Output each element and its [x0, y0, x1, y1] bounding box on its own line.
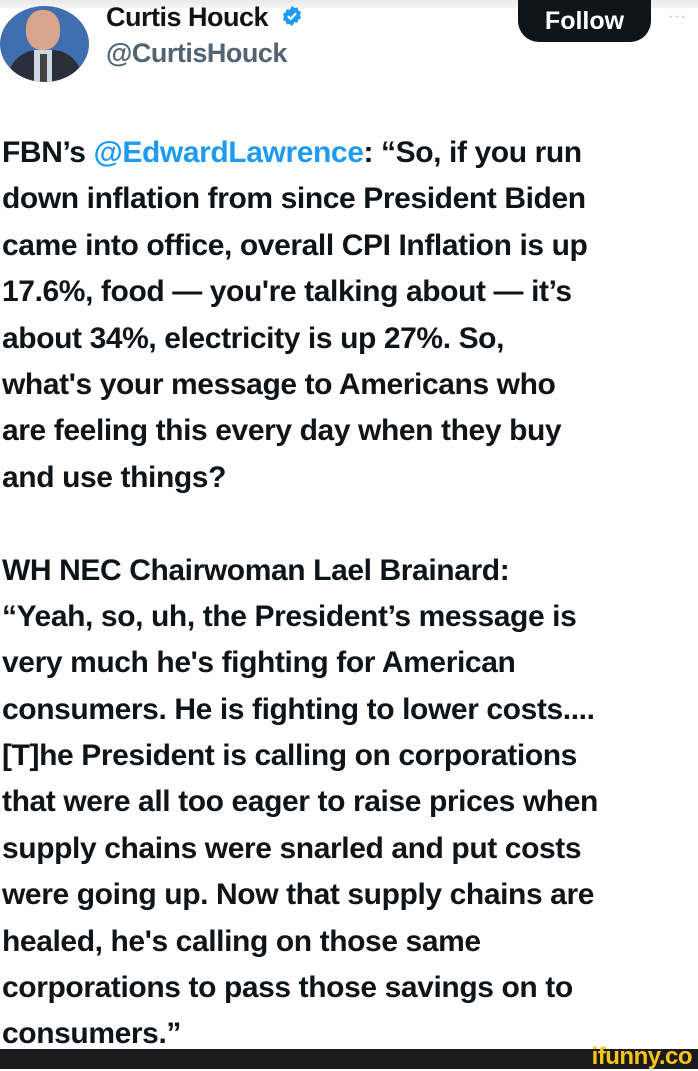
more-options-icon[interactable]: ···: [668, 8, 687, 25]
tweet-line: FBN’s @EdwardLawrence: “So, if you run: [2, 130, 698, 176]
tweet-line: about 34%, electricity is up 27%. So,: [2, 321, 505, 355]
author-name[interactable]: Curtis Houck: [106, 2, 269, 32]
avatar-tie: [40, 54, 47, 82]
tweet-line: came into office, overall CPI Inflation …: [2, 228, 588, 262]
tweet-line: [2, 501, 698, 547]
watermark-bar: ifunny.co: [0, 1043, 698, 1070]
tweet-line: that were all too eager to raise prices …: [2, 785, 598, 819]
tweet-line: “Yeah, so, uh, the President’s message i…: [2, 599, 577, 633]
tweet-line: and use things?: [2, 460, 227, 494]
mention-link[interactable]: @EdwardLawrence: [93, 136, 364, 169]
tweet-line: very much he's fighting for American: [2, 646, 516, 680]
verified-badge-icon: [282, 5, 302, 26]
tweet-line: consumers. He is fighting to lower costs…: [2, 692, 595, 726]
ifunny-logo: ifunny.co: [591, 1043, 693, 1070]
tweet-line: consumers.”: [2, 1017, 181, 1051]
tweet-text: FBN’s @EdwardLawrence: “So, if you run d…: [2, 130, 698, 1058]
tweet-line: supply chains were snarled and put costs: [2, 831, 582, 865]
avatar[interactable]: [0, 6, 89, 82]
tweet-line: [T]he President is calling on corporatio…: [2, 739, 577, 773]
tweet-line: 17.6%, food — you're talking about — it’…: [2, 275, 572, 309]
follow-button[interactable]: Follow: [518, 0, 651, 42]
tweet-line: what's your message to Americans who: [2, 367, 556, 401]
tweet-line: healed, he's calling on those same: [2, 924, 481, 958]
tweet-line: corporations to pass those savings on to: [2, 971, 573, 1005]
tweet-line: WH NEC Chairwoman Lael Brainard:: [2, 553, 510, 587]
tweet-text-suffix: : “So, if you run: [363, 136, 583, 169]
author-handle[interactable]: @CurtisHouck: [106, 38, 287, 68]
avatar-face: [26, 10, 60, 50]
author-name-row[interactable]: Curtis Houck: [106, 2, 303, 33]
tweet-text-prefix: FBN’s: [2, 136, 94, 169]
tweet-line: were going up. Now that supply chains ar…: [2, 878, 595, 912]
top-strip: [0, 0, 698, 8]
tweet-line: are feeling this every day when they buy: [2, 414, 562, 448]
tweet-line: down inflation from since President Bide…: [2, 182, 586, 216]
